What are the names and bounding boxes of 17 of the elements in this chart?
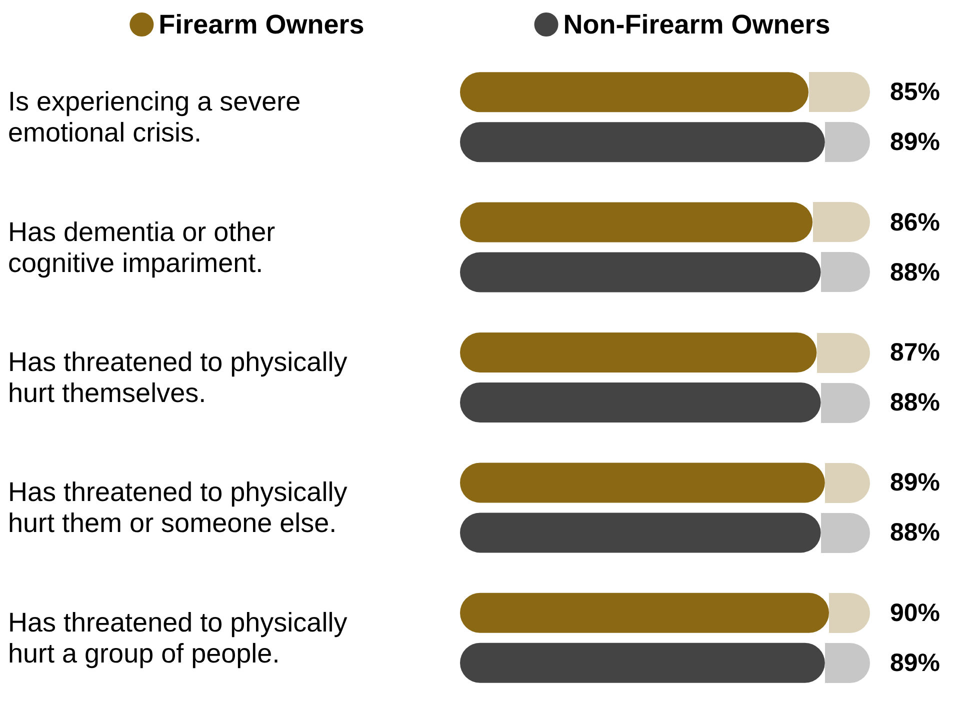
y-tick-label: Has threatened to physically hurt themselves. (8, 347, 355, 408)
data-label: 88% (890, 258, 940, 286)
legend-label: Non-Firearm Owners (563, 10, 830, 40)
y-tick-label: Is experiencing a severe emotional crisis. (8, 86, 308, 148)
data-label: 90% (890, 598, 940, 627)
data-label: 86% (890, 208, 940, 236)
y-tick-label: Has threatened to physically hurt a group of people. (8, 607, 355, 668)
data-label: 87% (890, 338, 940, 366)
data-label: 89% (890, 128, 940, 156)
y-tick-label: Has dementia or other cognitive impariment. (8, 216, 283, 278)
data-label: 85% (890, 78, 940, 106)
data-label: 89% (890, 468, 940, 497)
data-label: 88% (890, 388, 940, 416)
data-label: 88% (890, 518, 940, 547)
data-label: 89% (890, 648, 940, 677)
legend-label: Firearm Owners (158, 10, 364, 40)
y-tick-label: Has threatened to physically hurt them or someone else. (8, 477, 355, 538)
